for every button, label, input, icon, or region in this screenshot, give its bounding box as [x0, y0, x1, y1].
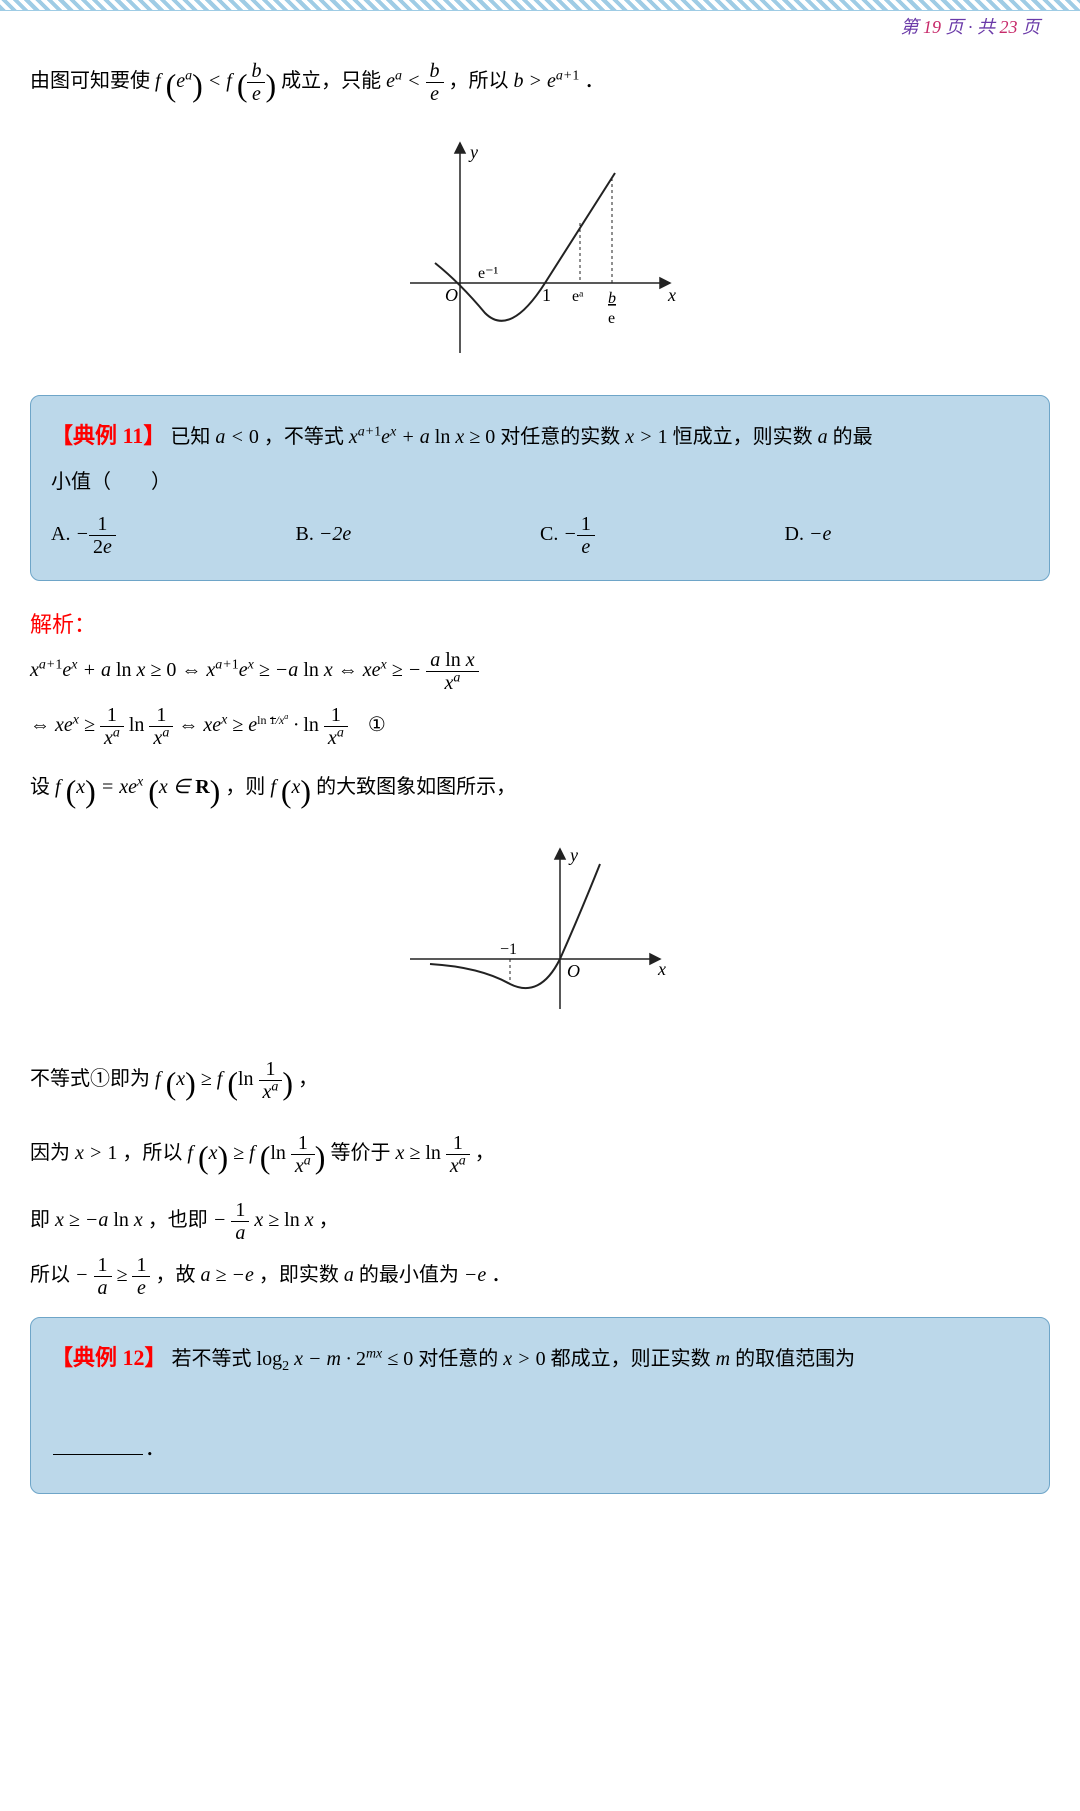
p5-a: 因为	[30, 1142, 75, 1164]
fig2-y-label: y	[568, 845, 578, 865]
p5-d: ，	[475, 1142, 495, 1164]
p3-b: ，则	[225, 776, 270, 798]
ex11-line2: 小值（ ）	[51, 471, 171, 493]
p1-text-d: ．	[584, 70, 604, 92]
figure-1: y x O e⁻¹ 1 eᵃ b e	[30, 133, 1050, 369]
fig1-one: 1	[542, 285, 551, 305]
fig1-x-label: x	[667, 285, 676, 305]
page-number: 第 19 页 · 共 23 页	[0, 11, 1080, 43]
optB-val: −2e	[319, 523, 351, 545]
p1-text-b: 成立，只能	[281, 70, 386, 92]
option-B: B. −2e	[296, 512, 541, 558]
ex11-t5: 的最	[833, 426, 873, 448]
p6-b: ，也即	[148, 1209, 213, 1231]
solution-heading: 解析：	[30, 607, 1050, 639]
ex12-m2: x > 0	[503, 1348, 545, 1370]
example-11-box: 典例 11 已知 a < 0 ，不等式 xa+1ex + a ln x ≥ 0 …	[30, 395, 1050, 581]
pagenum-current: 19	[923, 17, 941, 37]
ex11-t3: 对任意的实数	[500, 426, 625, 448]
solution-line-2: ⇔ xex ≥ 1xa ln 1xa ⇔ xex ≥ eln 1 /xa · l…	[30, 704, 1050, 749]
ex12-t1: 若不等式	[172, 1348, 257, 1370]
paragraph-5: 因为 x > 1 ，所以 f (x) ≥ f (ln 1xa) 等价于 x ≥ …	[30, 1125, 1050, 1189]
ex11-m4: a	[818, 426, 828, 448]
figure-2: y x O −1	[30, 839, 1050, 1025]
option-A: A. −12e	[51, 512, 296, 558]
paragraph-1: 由图可知要使 f (ea) < f (be) 成立，只能 ea < be ，所以…	[30, 53, 1050, 117]
paragraph-6: 即 x ≥ −a ln x ，也即 − 1a x ≥ ln x ，	[30, 1199, 1050, 1244]
example-11-title: 典例 11	[51, 423, 165, 448]
paragraph-4: 不等式①即为 f (x) ≥ f (ln 1xa) ，	[30, 1051, 1050, 1115]
p5-c: 等价于	[330, 1142, 395, 1164]
pagenum-prefix: 第	[901, 17, 924, 37]
p6-c: ，	[319, 1209, 339, 1231]
p3-a: 设	[30, 776, 55, 798]
answer-blank	[53, 1454, 143, 1455]
p5-b: ，所以	[122, 1142, 187, 1164]
optD-label: D.	[785, 523, 809, 545]
pagenum-mid: 页 · 共	[941, 17, 1000, 37]
optB-label: B.	[296, 523, 319, 545]
p4-b: ，	[298, 1068, 318, 1090]
p7-d: 的最小值为	[359, 1264, 464, 1286]
fig1-e-inv: e⁻¹	[478, 265, 499, 282]
option-D: D. −e	[785, 512, 1030, 558]
optD-val: −e	[809, 523, 831, 545]
ex11-m3: x > 1	[625, 426, 667, 448]
p7-e: ．	[491, 1264, 511, 1286]
ex11-t4: 恒成立，则实数	[673, 426, 818, 448]
p1-math-2: ea < be	[386, 70, 443, 92]
ex11-t2: ，不等式	[264, 426, 349, 448]
fig2-neg1: −1	[500, 941, 517, 958]
fig1-ea: eᵃ	[572, 288, 584, 305]
ex12-t4: 的取值范围为	[735, 1348, 855, 1370]
fig1-be-num: b	[608, 290, 616, 307]
ex12-m3: m	[716, 1348, 730, 1370]
p1-math-3: b > ea+1	[514, 70, 580, 92]
p6-a: 即	[30, 1209, 55, 1231]
pagenum-suffix: 页	[1018, 17, 1041, 37]
ex11-m2: xa+1ex + a ln x ≥ 0	[349, 426, 495, 448]
p4-a: 不等式①即为	[30, 1068, 155, 1090]
fig1-be-den: e	[608, 310, 615, 327]
paragraph-7: 所以 − 1a ≥ 1e ，故 a ≥ −e ，即实数 a 的最小值为 −e ．	[30, 1254, 1050, 1299]
top-decor-border	[0, 0, 1080, 11]
example-12-box: 典例 12 若不等式 log2 x − m · 2mx ≤ 0 对任意的 x >…	[30, 1317, 1050, 1493]
circle-1: ①	[368, 714, 386, 736]
p7-a: 所以	[30, 1264, 75, 1286]
page-content: 由图可知要使 f (ea) < f (be) 成立，只能 ea < be ，所以…	[0, 53, 1080, 1560]
p7-c: ，即实数	[259, 1264, 344, 1286]
optC-label: C.	[540, 523, 563, 545]
pagenum-total: 23	[1000, 17, 1018, 37]
p1-text-a: 由图可知要使	[30, 70, 155, 92]
fig2-origin: O	[567, 961, 580, 981]
optA-label: A.	[51, 523, 75, 545]
fig2-x-label: x	[657, 959, 666, 979]
p1-math-1: f (ea) < f (be)	[155, 70, 276, 92]
ex11-options: A. −12e B. −2e C. −1e D. −e	[51, 512, 1029, 558]
paragraph-3: 设 f (x) = xex (x ∈ R) ，则 f (x) 的大致图象如图所示…	[30, 759, 1050, 823]
p1-text-c: ，所以	[449, 70, 514, 92]
fig1-y-label: y	[468, 142, 478, 162]
ex12-m1: log2 x − m · 2mx ≤ 0	[257, 1348, 414, 1370]
ex12-period: ．	[145, 1438, 165, 1460]
p7-b: ，故	[155, 1264, 200, 1286]
p3-c: 的大致图象如图所示，	[316, 776, 516, 798]
ex11-m1: a < 0	[215, 426, 259, 448]
fig1-origin: O	[445, 285, 458, 305]
solution-line-1: xa+1ex + a ln x ≥ 0 ⇔ xa+1ex ≥ −a ln x ⇔…	[30, 649, 1050, 694]
example-12-title: 典例 12	[51, 1345, 167, 1370]
ex12-t3: 都成立，则正实数	[551, 1348, 716, 1370]
option-C: C. −1e	[540, 512, 785, 558]
ex12-t2: 对任意的	[418, 1348, 503, 1370]
ex11-t1: 已知	[170, 426, 215, 448]
